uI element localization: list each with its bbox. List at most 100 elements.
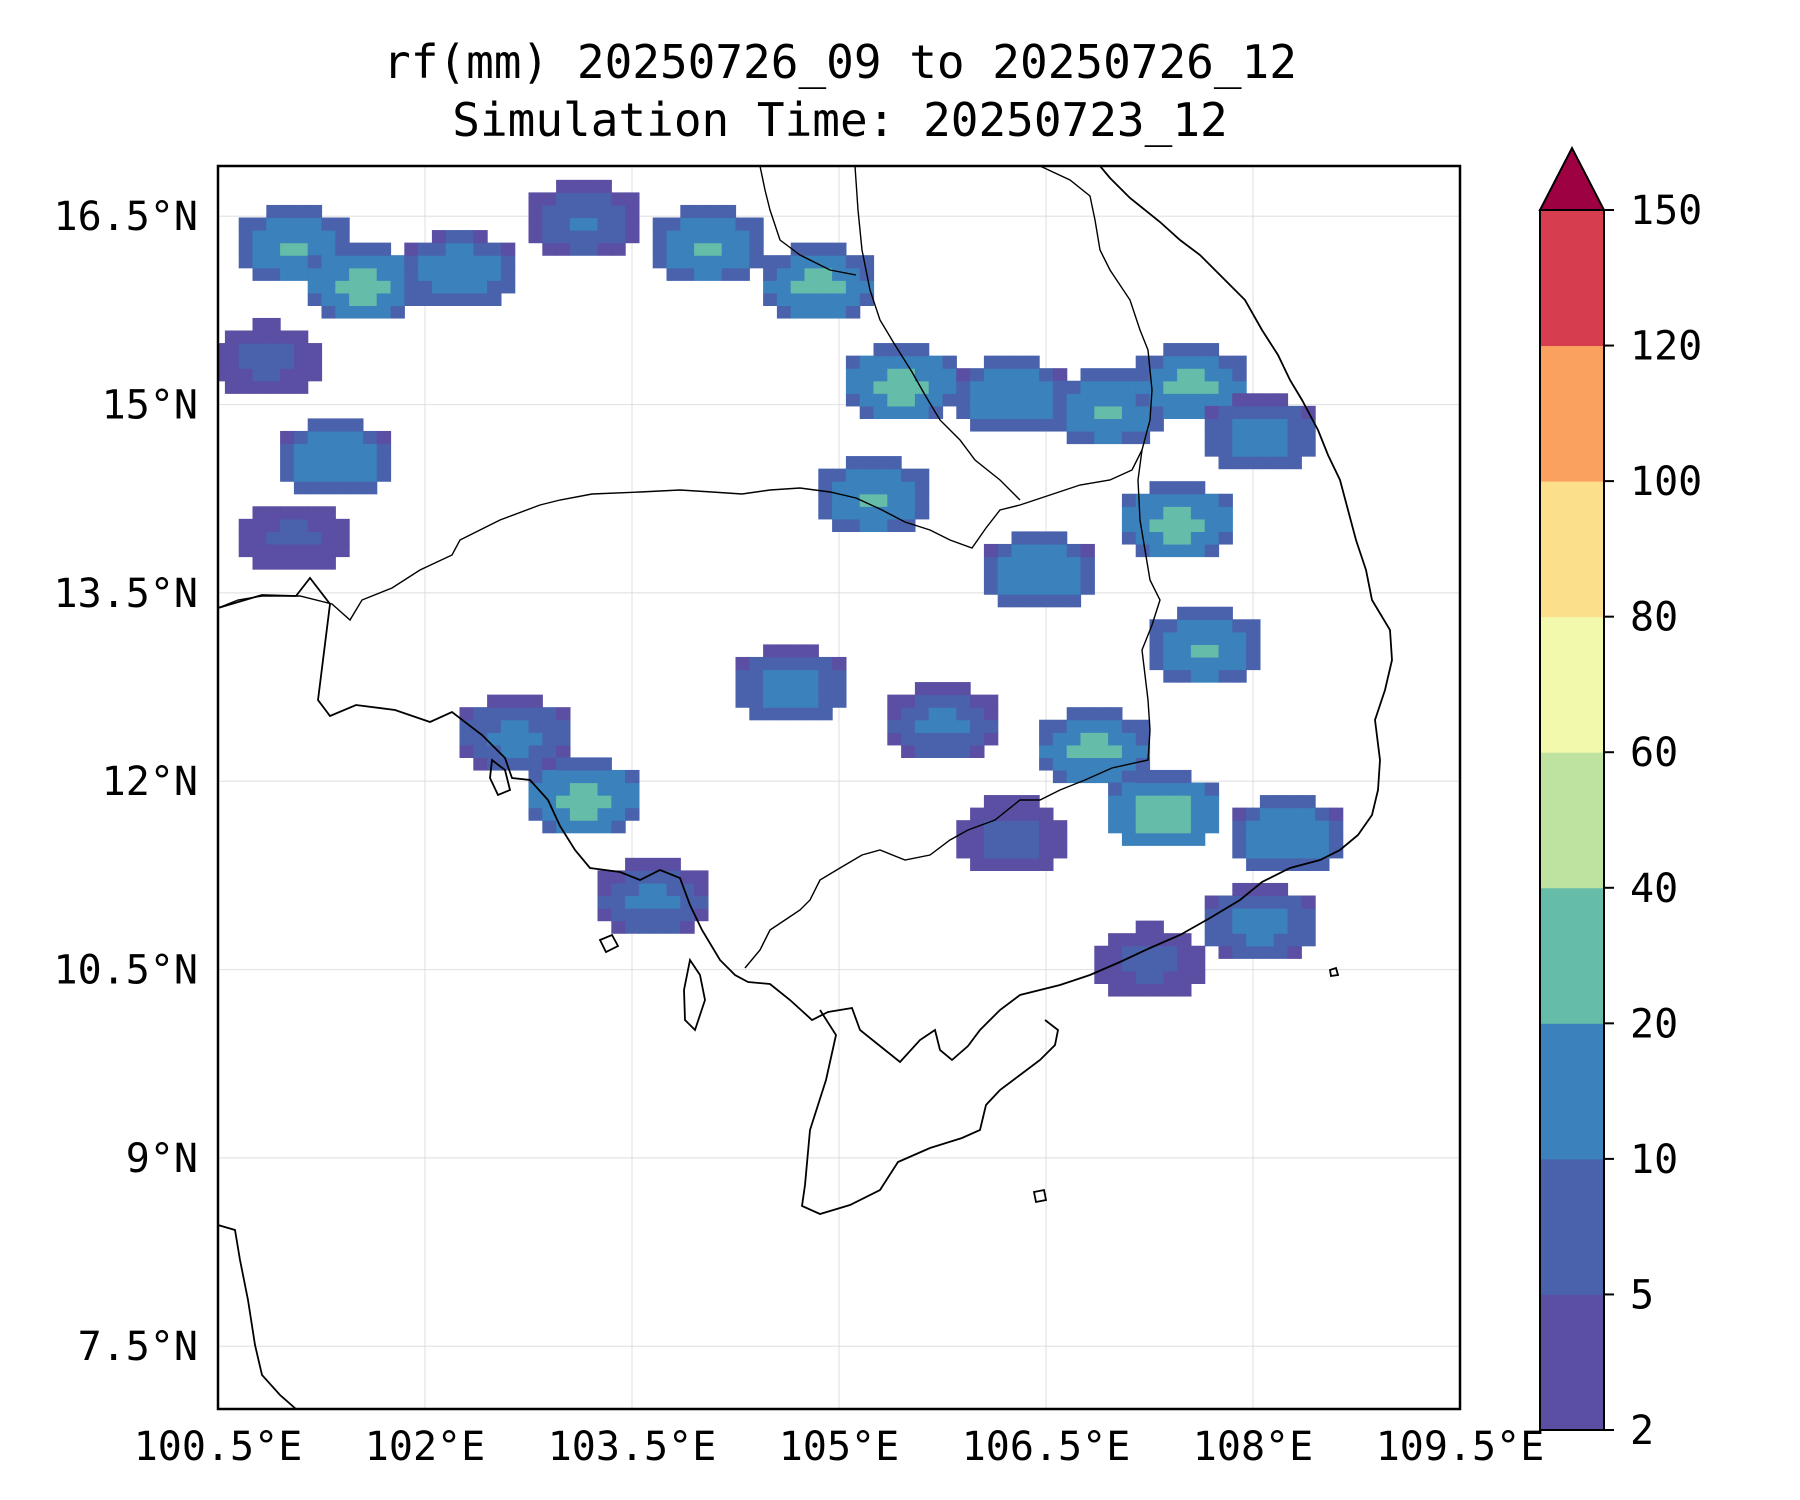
rain-pixel xyxy=(1039,807,1054,821)
rain-pixel xyxy=(1232,456,1247,470)
rain-pixel xyxy=(514,694,530,708)
rain-pixel xyxy=(1177,832,1192,846)
rain-pixel xyxy=(307,368,323,382)
rain-pixel xyxy=(280,456,295,470)
rain-pixel xyxy=(1135,518,1151,532)
rain-pixel xyxy=(1246,631,1261,645)
rain-pixel xyxy=(335,230,350,244)
rain-pixel xyxy=(500,744,516,758)
x-tick-label: 102°E xyxy=(365,1424,485,1470)
rain-pixel xyxy=(1039,556,1054,570)
rain-pixel xyxy=(349,443,364,457)
rain-pixel xyxy=(1066,556,1082,570)
rain-pixel xyxy=(1301,418,1316,432)
rain-pixel xyxy=(1094,732,1109,746)
rain-pixel xyxy=(445,280,461,294)
rain-pixel xyxy=(376,255,392,269)
rain-pixel xyxy=(790,255,806,269)
rain-cell xyxy=(404,230,516,306)
rain-pixel xyxy=(597,242,612,256)
rain-pixel xyxy=(321,556,336,570)
rain-pixel xyxy=(1052,845,1068,859)
rain-pixel xyxy=(956,719,971,733)
rain-pixel xyxy=(528,757,543,771)
rain-pixel xyxy=(1204,493,1220,507)
rain-pixel xyxy=(1108,769,1123,784)
colorbar-segment xyxy=(1540,752,1604,889)
rain-cell xyxy=(459,694,571,771)
rain-pixel xyxy=(1080,744,1095,758)
rain-pixel xyxy=(1232,895,1247,909)
rain-pixel xyxy=(749,230,764,244)
rain-pixel xyxy=(1273,908,1289,922)
rain-pixel xyxy=(818,493,833,507)
x-tick-label: 106.5°E xyxy=(962,1424,1131,1470)
rain-pixel xyxy=(1218,531,1233,545)
rain-pixel xyxy=(818,267,833,281)
rain-pixel xyxy=(459,732,474,746)
rain-pixel xyxy=(983,719,999,733)
rain-pixel xyxy=(266,317,281,332)
rain-pixel xyxy=(238,531,254,545)
rain-pixel xyxy=(1121,983,1137,997)
rain-cell xyxy=(845,343,957,419)
rain-pixel xyxy=(1066,581,1082,595)
rain-pixel xyxy=(1301,820,1316,834)
rain-pixel xyxy=(1094,707,1109,721)
rain-pixel xyxy=(997,380,1013,394)
rain-pixel xyxy=(1121,393,1137,407)
rain-pixel xyxy=(721,267,737,281)
rain-pixel xyxy=(652,217,668,231)
rain-pixel xyxy=(597,230,612,244)
rain-pixel xyxy=(638,920,654,934)
rain-pixel xyxy=(1080,405,1095,419)
rain-pixel xyxy=(1273,832,1289,846)
rain-pixel xyxy=(804,242,819,256)
rain-pixel xyxy=(1177,945,1192,959)
rain-pixel xyxy=(487,292,502,306)
rain-pixel xyxy=(1025,857,1040,871)
colorbar-label: 20 xyxy=(1630,1001,1678,1047)
rain-pixel xyxy=(293,430,309,445)
rain-pixel xyxy=(818,682,833,696)
rain-pixel xyxy=(280,343,295,357)
rain-pixel xyxy=(1246,920,1261,934)
rain-pixel xyxy=(1177,669,1192,683)
rain-pixel xyxy=(362,305,378,319)
rain-pixel xyxy=(1108,782,1123,796)
rain-pixel xyxy=(845,456,861,470)
rain-pixel xyxy=(1177,933,1192,947)
rain-pixel xyxy=(280,380,295,394)
rain-pixel xyxy=(914,682,930,696)
rain-pixel xyxy=(390,305,405,319)
rain-pixel xyxy=(1121,958,1137,972)
rain-pixel xyxy=(1259,933,1275,947)
rain-pixel xyxy=(1052,769,1068,784)
rain-pixel xyxy=(694,217,709,231)
rain-pixel xyxy=(252,330,267,344)
rain-pixel xyxy=(1135,393,1151,407)
rain-pixel xyxy=(721,242,737,256)
rain-pixel xyxy=(928,380,944,394)
rain-pixel xyxy=(1080,719,1095,733)
x-tick-label: 108°E xyxy=(1193,1424,1313,1470)
rain-pixel xyxy=(1204,908,1220,922)
rain-pixel xyxy=(873,393,888,407)
rain-pixel xyxy=(997,393,1013,407)
colorbar-label: 80 xyxy=(1630,595,1678,641)
rain-pixel xyxy=(335,292,350,306)
rain-pixel xyxy=(473,757,488,771)
rain-pixel xyxy=(983,355,999,369)
rain-pixel xyxy=(542,769,557,784)
rain-pixel xyxy=(252,267,267,281)
rain-pixel xyxy=(983,380,999,394)
rain-pixel xyxy=(901,393,916,407)
y-axis-ticks: 16.5°N 15°N 13.5°N 12°N 10.5°N 9°N 7.5°N xyxy=(54,194,199,1370)
rain-pixel xyxy=(487,242,502,256)
rain-pixel xyxy=(583,230,599,244)
border-laos-vietnam xyxy=(854,166,1021,501)
rain-pixel xyxy=(1108,744,1123,758)
rain-pixel xyxy=(1218,443,1233,457)
rain-pixel xyxy=(307,343,323,357)
